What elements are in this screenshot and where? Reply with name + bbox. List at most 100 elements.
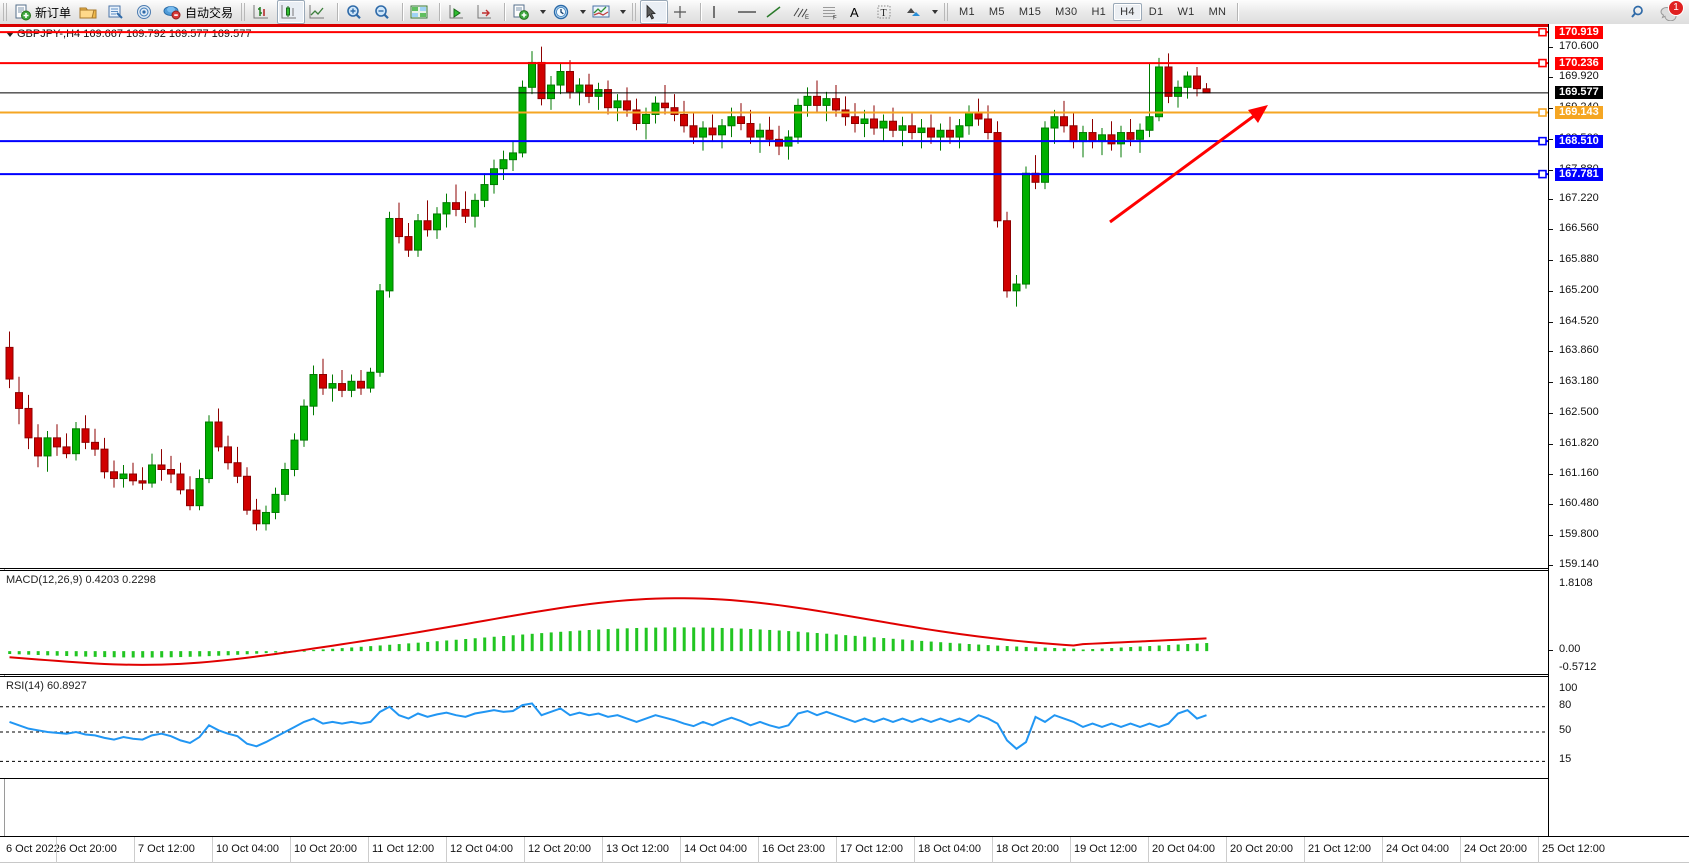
rsi-pane[interactable]: RSI(14) 60.8927 — [0, 676, 1548, 779]
time-axis-label: 12 Oct 20:00 — [528, 843, 591, 855]
text-button[interactable]: A — [845, 0, 873, 24]
tf-M30[interactable]: M30 — [1055, 6, 1078, 18]
price-tag-resistance-2[interactable]: 170.919 — [1555, 25, 1603, 39]
toolbar-grip[interactable] — [3, 3, 9, 21]
toolbar-separator-3 — [439, 3, 441, 21]
price-axis-tick — [1549, 138, 1553, 140]
tf-M15[interactable]: M15 — [1018, 6, 1042, 18]
tf-M5[interactable]: M5 — [988, 6, 1005, 18]
price-axis-label: 170.600 — [1559, 39, 1599, 52]
signal-icon — [137, 5, 152, 19]
signal-button[interactable] — [132, 0, 160, 24]
chart-collapse-arrow[interactable] — [6, 31, 14, 37]
svg-text:E: E — [805, 15, 809, 20]
fibonacci-icon: F — [823, 7, 837, 20]
toolbar-separator-5 — [700, 3, 702, 21]
text-label-button[interactable]: T — [873, 0, 901, 24]
svg-text:T: T — [881, 8, 887, 19]
new-order-button[interactable]: 新订单 — [11, 0, 76, 24]
fibonacci-button[interactable]: F — [817, 0, 845, 24]
price-tag-pivot[interactable]: 169.143 — [1555, 106, 1603, 119]
chart-shift-button[interactable] — [472, 0, 500, 24]
time-axis-label: 19 Oct 12:00 — [1074, 843, 1137, 855]
add-indicator-dropdown-caret[interactable] — [540, 10, 547, 14]
line-chart-button[interactable] — [305, 0, 333, 24]
data-window-button[interactable] — [407, 0, 435, 24]
cursor-button[interactable] — [640, 0, 669, 24]
candlestick-chart-button[interactable] — [277, 0, 306, 24]
price-tag-support-1[interactable]: 168.510 — [1555, 134, 1603, 148]
toolbar-grip-2[interactable] — [241, 3, 248, 21]
bar-chart-button[interactable] — [249, 0, 277, 24]
price-axis-label: 165.880 — [1559, 253, 1599, 266]
time-axis-label: 13 Oct 12:00 — [606, 843, 669, 855]
tf-M1[interactable]: M1 — [959, 6, 975, 18]
equidistant-channel-button[interactable]: E — [789, 0, 817, 24]
time-axis-label: 6 Oct 2022 — [6, 843, 60, 855]
symbol-ohlc-text: GBPJPY-,H4 169.667 169.792 169.577 169.5… — [17, 28, 252, 40]
horizontal-line-button[interactable] — [733, 0, 761, 24]
zoom-out-button[interactable] — [370, 0, 398, 24]
shapes-button[interactable] — [901, 0, 929, 24]
time-axis-label: 16 Oct 23:00 — [762, 843, 825, 855]
time-axis-label: 6 Oct 20:00 — [60, 843, 117, 855]
price-tag-support-2[interactable]: 167.781 — [1555, 167, 1603, 181]
time-axis-label: 11 Oct 12:00 — [372, 843, 435, 855]
auto-scroll-button[interactable] — [444, 0, 472, 24]
templates-dropdown-caret[interactable] — [620, 10, 627, 14]
cursor-icon — [646, 4, 656, 20]
price-axis[interactable]: 170.600169.920169.240168.560167.880167.2… — [1548, 24, 1689, 836]
time-axis-label: 14 Oct 04:00 — [684, 843, 747, 855]
time-axis-separator — [914, 837, 915, 863]
toolbar-grip-4[interactable] — [944, 3, 951, 21]
new-order-icon — [15, 4, 31, 20]
price-plot — [0, 27, 1548, 531]
tf-W1[interactable]: W1 — [1177, 6, 1195, 18]
shapes-icon — [907, 8, 921, 16]
price-axis-label: 163.860 — [1559, 344, 1599, 357]
zoom-in-button[interactable] — [342, 0, 370, 24]
notification-count: 1 — [1668, 0, 1684, 16]
vertical-line-button[interactable] — [705, 0, 733, 24]
time-axis-separator — [680, 837, 681, 863]
templates-button[interactable] — [589, 0, 617, 24]
period-dropdown-caret[interactable] — [580, 10, 587, 14]
equidistant-channel-icon: E — [793, 7, 809, 20]
shapes-dropdown-caret[interactable] — [932, 10, 939, 14]
trendline-button[interactable] — [761, 0, 789, 24]
crosshair-button[interactable] — [668, 0, 696, 24]
price-axis-tick — [1549, 199, 1553, 201]
price-pane[interactable]: GBPJPY-,H4 169.667 169.792 169.577 169.5… — [0, 24, 1548, 569]
toolbar-grip-3[interactable] — [632, 3, 639, 21]
macd-pane[interactable]: MACD(12,26,9) 0.4203 0.2298 — [0, 570, 1548, 675]
price-axis-label: 169.920 — [1559, 70, 1599, 83]
text-label-icon: T — [877, 5, 891, 19]
search-button[interactable] — [1627, 0, 1655, 24]
time-axis-label: 24 Oct 20:00 — [1464, 843, 1527, 855]
data-window-icon — [410, 5, 428, 19]
tf-MN[interactable]: MN — [1208, 6, 1227, 18]
chart-area[interactable]: GBPJPY-,H4 169.667 169.792 169.577 169.5… — [0, 24, 1689, 863]
price-axis-label: 162.500 — [1559, 405, 1599, 418]
notification-button[interactable]: 1 — [1655, 0, 1684, 23]
folder-button[interactable] — [76, 0, 104, 24]
terminal-button[interactable] — [104, 0, 132, 24]
tf-H4[interactable]: H4 — [1113, 3, 1142, 21]
add-indicator-button[interactable] — [509, 0, 537, 24]
time-axis-separator — [836, 837, 837, 863]
price-axis-tick — [1549, 412, 1553, 414]
period-button[interactable] — [549, 0, 577, 24]
auto-trading-button[interactable]: 自动交易 — [160, 0, 238, 24]
templates-icon — [592, 5, 610, 18]
time-axis-separator — [56, 837, 57, 863]
time-axis-label: 7 Oct 12:00 — [138, 843, 195, 855]
tf-D1[interactable]: D1 — [1148, 6, 1164, 18]
tf-H1[interactable]: H1 — [1091, 6, 1107, 18]
time-axis[interactable]: 6 Oct 2022 6 Oct 20:00 7 Oct 12:00 10 Oct 0… — [0, 836, 1689, 863]
price-tag-last-price[interactable]: 169.577 — [1555, 86, 1603, 100]
auto-scroll-icon — [449, 5, 464, 19]
price-tag-resistance-1[interactable]: 170.236 — [1555, 56, 1603, 70]
price-axis-label: 159.800 — [1559, 528, 1599, 541]
macd-axis-tick — [1549, 650, 1553, 652]
price-axis-tick — [1549, 169, 1553, 171]
